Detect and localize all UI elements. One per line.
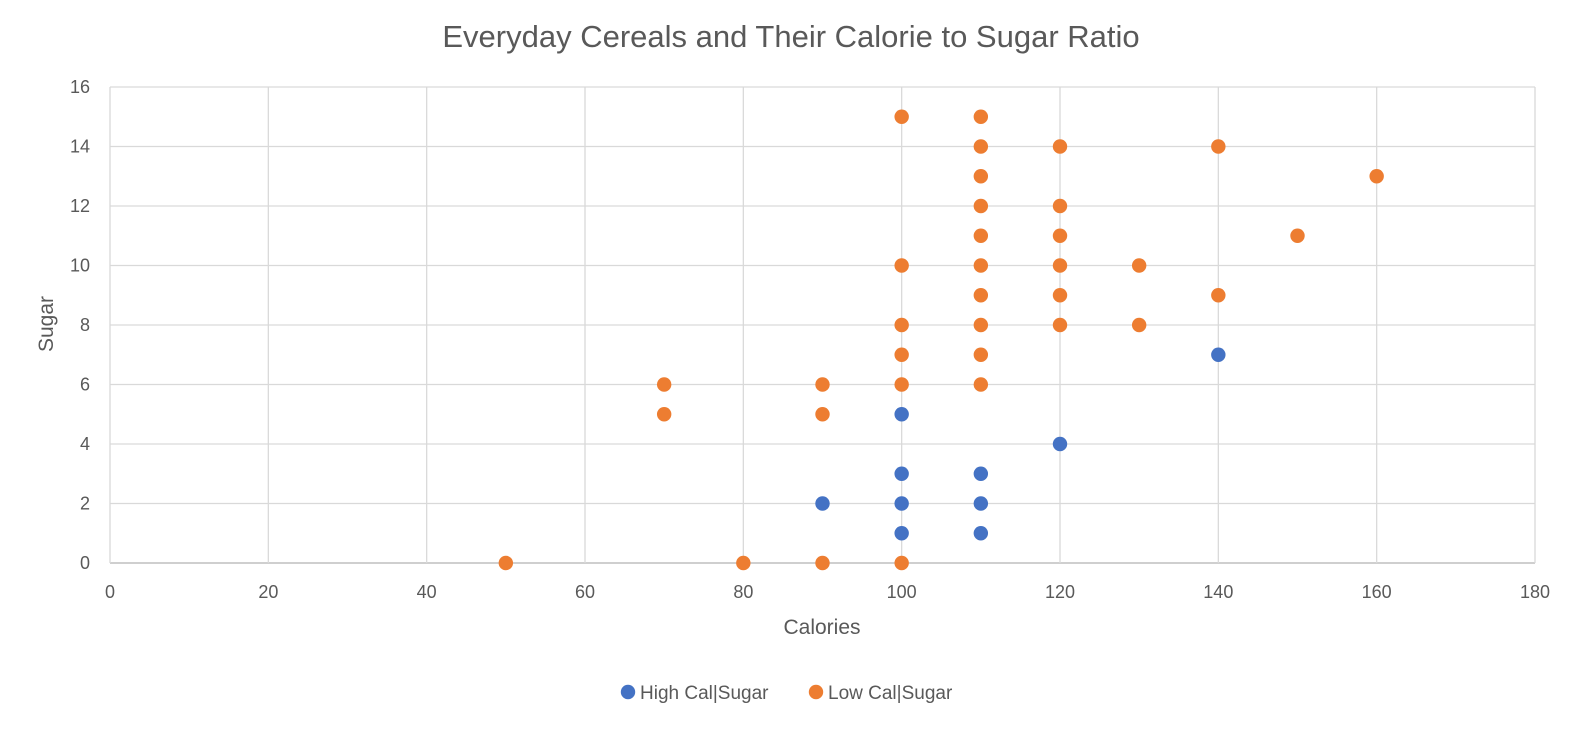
- data-point: [894, 258, 909, 273]
- data-point: [973, 169, 989, 184]
- data-point: [973, 347, 989, 362]
- legend-marker: [620, 684, 636, 700]
- data-point: [973, 258, 989, 273]
- data-point: [894, 496, 909, 511]
- data-point: [894, 407, 909, 422]
- data-point: [1131, 317, 1147, 333]
- data-point: [1052, 258, 1068, 273]
- x-tick-label: 80: [733, 582, 753, 602]
- data-point: [656, 407, 672, 422]
- data-point: [498, 555, 514, 571]
- data-point: [894, 526, 909, 541]
- legend-item: High Cal|Sugar: [620, 683, 769, 704]
- x-tick-label: 60: [575, 582, 595, 602]
- data-point: [1052, 436, 1068, 452]
- x-tick-label: 0: [105, 582, 115, 602]
- legend-label: High Cal|Sugar: [640, 683, 769, 704]
- data-point: [1131, 258, 1147, 273]
- series-0: [815, 347, 1226, 541]
- x-tick-label: 140: [1203, 582, 1233, 602]
- data-point: [1211, 347, 1226, 362]
- y-tick-label: 16: [70, 77, 90, 97]
- y-tick-label: 0: [80, 553, 90, 573]
- data-point: [1052, 198, 1068, 214]
- data-point: [894, 317, 909, 333]
- data-point: [1211, 288, 1226, 303]
- data-point: [1052, 288, 1068, 303]
- y-axis-title: Sugar: [35, 296, 58, 352]
- data-point: [894, 347, 909, 362]
- data-point: [656, 377, 672, 392]
- data-points: [498, 109, 1384, 571]
- data-point: [973, 109, 989, 124]
- data-point: [815, 555, 830, 571]
- data-point: [894, 466, 909, 481]
- data-point: [1290, 228, 1305, 243]
- x-axis-title: Calories: [783, 616, 860, 639]
- y-tick-label: 14: [70, 137, 90, 157]
- data-point: [815, 377, 830, 392]
- data-point: [815, 407, 830, 422]
- legend-label: Low Cal|Sugar: [828, 683, 953, 704]
- legend-marker: [808, 684, 824, 700]
- x-tick-label: 180: [1520, 582, 1550, 602]
- data-point: [973, 139, 989, 154]
- x-tick-label: 100: [887, 582, 917, 602]
- data-point: [1052, 317, 1068, 333]
- x-tick-label: 160: [1362, 582, 1392, 602]
- x-tick-label: 40: [417, 582, 437, 602]
- data-point: [1052, 139, 1068, 154]
- data-point: [973, 317, 989, 333]
- y-tick-label: 6: [80, 375, 90, 395]
- x-tick-label: 120: [1045, 582, 1075, 602]
- y-tick-label: 8: [80, 315, 90, 335]
- data-point: [973, 496, 989, 511]
- data-point: [894, 555, 909, 571]
- y-tick-label: 2: [80, 494, 90, 514]
- data-point: [973, 288, 989, 303]
- data-point: [894, 109, 909, 124]
- data-point: [973, 466, 989, 481]
- data-point: [973, 377, 989, 392]
- legend: High Cal|Sugar Low Cal|Sugar: [620, 683, 953, 704]
- data-point: [815, 496, 830, 511]
- x-tick-label: 20: [258, 582, 278, 602]
- y-tick-label: 12: [70, 196, 90, 216]
- data-point: [736, 555, 751, 571]
- data-point: [1369, 169, 1384, 184]
- chart-title: Everyday Cereals and Their Calorie to Su…: [442, 19, 1139, 54]
- y-tick-label: 4: [80, 434, 90, 454]
- data-point: [894, 377, 909, 392]
- data-point: [973, 198, 989, 214]
- legend-item: Low Cal|Sugar: [808, 683, 953, 704]
- data-point: [973, 228, 989, 243]
- data-point: [1211, 139, 1226, 154]
- series-1: [498, 109, 1384, 571]
- data-point: [1052, 228, 1068, 243]
- data-point: [973, 526, 989, 541]
- gridlines: [109, 86, 1536, 564]
- y-tick-label: 10: [70, 256, 90, 276]
